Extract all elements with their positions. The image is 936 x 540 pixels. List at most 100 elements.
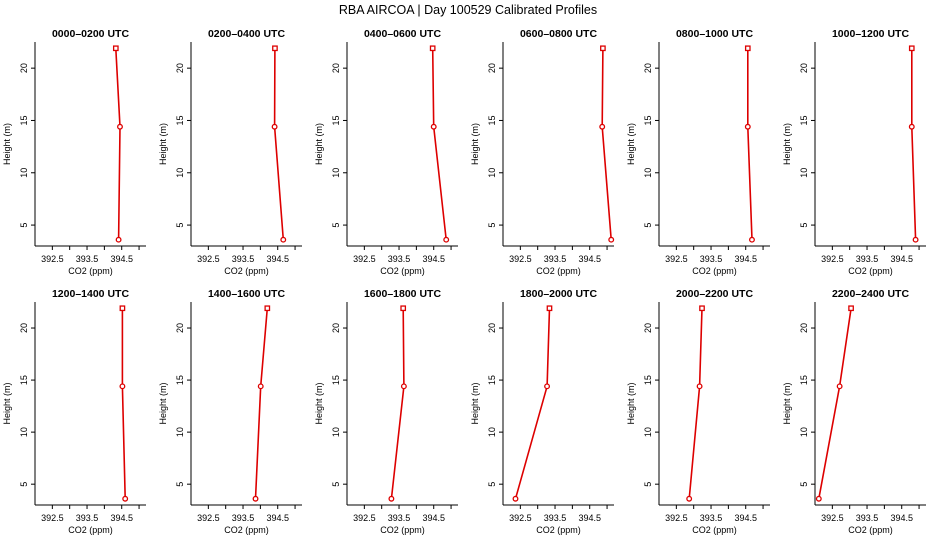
x-tick-label: 392.5 [509, 513, 532, 523]
y-axis-label: Height (m) [626, 123, 636, 165]
y-tick-label: 10 [19, 427, 29, 437]
x-tick-label: 393.5 [76, 254, 99, 264]
y-tick-label: 5 [175, 482, 185, 487]
panel-title: 0400–0600 UTC [364, 28, 441, 40]
data-point-marker [430, 123, 437, 130]
profile-line [115, 48, 121, 240]
y-tick-label: 15 [331, 375, 341, 385]
x-tick-label: 394.5 [890, 254, 913, 264]
profile-panel: 1600–1800 UTC 392.5 393.5 394.5 5 10 15 20 CO2 (… [314, 288, 458, 535]
profile-line [514, 308, 551, 500]
y-tick-label: 20 [175, 323, 185, 333]
x-axis-label: CO2 (ppm) [380, 266, 425, 276]
x-tick-label: 392.5 [821, 254, 844, 264]
y-tick-label: 5 [175, 223, 185, 228]
x-tick-label: 392.5 [665, 254, 688, 264]
y-tick-label: 10 [175, 168, 185, 178]
data-point-marker [686, 495, 693, 502]
y-tick-label: 15 [331, 115, 341, 125]
x-tick-label: 394.5 [422, 254, 445, 264]
y-axis-label: Height (m) [782, 123, 792, 165]
y-tick-label: 5 [487, 482, 497, 487]
figure-title: RBA AIRCOA | Day 100529 Calibrated Profi… [339, 3, 597, 17]
x-tick-label: 392.5 [197, 254, 220, 264]
data-point-marker [744, 123, 751, 130]
x-axis-label: CO2 (ppm) [692, 525, 737, 535]
profile-panel: 0400–0600 UTC 392.5 393.5 394.5 5 10 15 20 CO2 (… [314, 28, 458, 276]
data-point-marker [119, 305, 126, 312]
x-tick-label: 392.5 [197, 513, 220, 523]
data-point-marker [271, 123, 278, 130]
profile-panel: 2000–2200 UTC 392.5 393.5 394.5 5 10 15 20 CO2 (… [626, 288, 770, 535]
data-point-marker [264, 305, 271, 312]
data-point-marker [544, 383, 551, 390]
data-point-marker [400, 305, 407, 312]
y-tick-label: 20 [331, 63, 341, 73]
data-point-marker [400, 383, 407, 390]
y-axis-label: Height (m) [626, 382, 636, 424]
profile-line [390, 308, 405, 499]
x-tick-label: 392.5 [821, 513, 844, 523]
panel-title: 0800–1000 UTC [676, 28, 753, 40]
data-point-marker [608, 236, 615, 243]
profile-panel: 0600–0800 UTC 392.5 393.5 394.5 5 10 15 20 CO2 (… [470, 28, 615, 276]
x-axis-label: CO2 (ppm) [68, 266, 113, 276]
y-tick-label: 10 [799, 168, 809, 178]
data-point-marker [280, 236, 287, 243]
profile-line [273, 48, 285, 240]
y-axis-label: Height (m) [158, 382, 168, 424]
y-tick-label: 20 [487, 63, 497, 73]
y-tick-label: 15 [19, 375, 29, 385]
data-point-marker [122, 495, 129, 502]
profile-line [688, 308, 703, 499]
y-tick-label: 10 [487, 168, 497, 178]
data-point-marker [599, 123, 606, 130]
x-tick-label: 394.5 [890, 513, 913, 523]
panel-title: 0600–0800 UTC [520, 28, 597, 40]
data-point-marker [429, 45, 436, 52]
y-axis-label: Height (m) [2, 123, 12, 165]
profile-line [254, 308, 269, 499]
y-tick-label: 10 [487, 427, 497, 437]
data-point-marker [388, 495, 395, 502]
profile-line [746, 48, 753, 240]
data-point-marker [908, 123, 915, 130]
x-tick-label: 393.5 [856, 254, 879, 264]
y-tick-label: 5 [331, 482, 341, 487]
data-point-marker [908, 45, 915, 52]
panel-grid: 0000–0200 UTC 392.5 393.5 394.5 5 10 15 20 CO2 (… [2, 28, 926, 535]
panel-title: 1800–2000 UTC [520, 288, 597, 300]
panel-title: 1200–1400 UTC [52, 288, 129, 300]
y-axis-label: Height (m) [158, 123, 168, 165]
y-tick-label: 15 [799, 115, 809, 125]
x-tick-label: 392.5 [41, 513, 64, 523]
x-tick-label: 394.5 [266, 513, 289, 523]
x-tick-label: 394.5 [734, 254, 757, 264]
y-tick-label: 10 [175, 427, 185, 437]
x-tick-label: 393.5 [856, 513, 879, 523]
y-tick-label: 5 [799, 223, 809, 228]
data-point-marker [912, 236, 919, 243]
profile-panel: 2200–2400 UTC 392.5 393.5 394.5 5 10 15 20 CO2 (… [782, 288, 926, 535]
y-tick-label: 20 [799, 323, 809, 333]
data-point-marker [749, 236, 755, 243]
x-tick-label: 393.5 [388, 513, 411, 523]
x-tick-label: 394.5 [110, 513, 133, 523]
y-axis-label: Height (m) [2, 382, 12, 424]
y-tick-label: 5 [799, 482, 809, 487]
y-tick-label: 20 [643, 63, 653, 73]
y-tick-label: 5 [643, 482, 653, 487]
y-tick-label: 20 [19, 323, 29, 333]
data-point-marker [546, 305, 553, 312]
data-point-marker [117, 123, 123, 130]
y-tick-label: 10 [799, 427, 809, 437]
profile-panel: 0800–1000 UTC 392.5 393.5 394.5 5 10 15 20 CO2 (… [626, 28, 770, 276]
y-tick-label: 15 [487, 115, 497, 125]
profile-line [818, 308, 852, 499]
profile-panel: 1400–1600 UTC 392.5 393.5 394.5 5 10 15 20 CO2 (… [158, 288, 302, 535]
y-tick-label: 20 [19, 63, 29, 73]
x-axis-label: CO2 (ppm) [224, 525, 269, 535]
y-tick-label: 20 [331, 323, 341, 333]
x-tick-label: 393.5 [388, 254, 411, 264]
x-tick-label: 393.5 [232, 254, 255, 264]
